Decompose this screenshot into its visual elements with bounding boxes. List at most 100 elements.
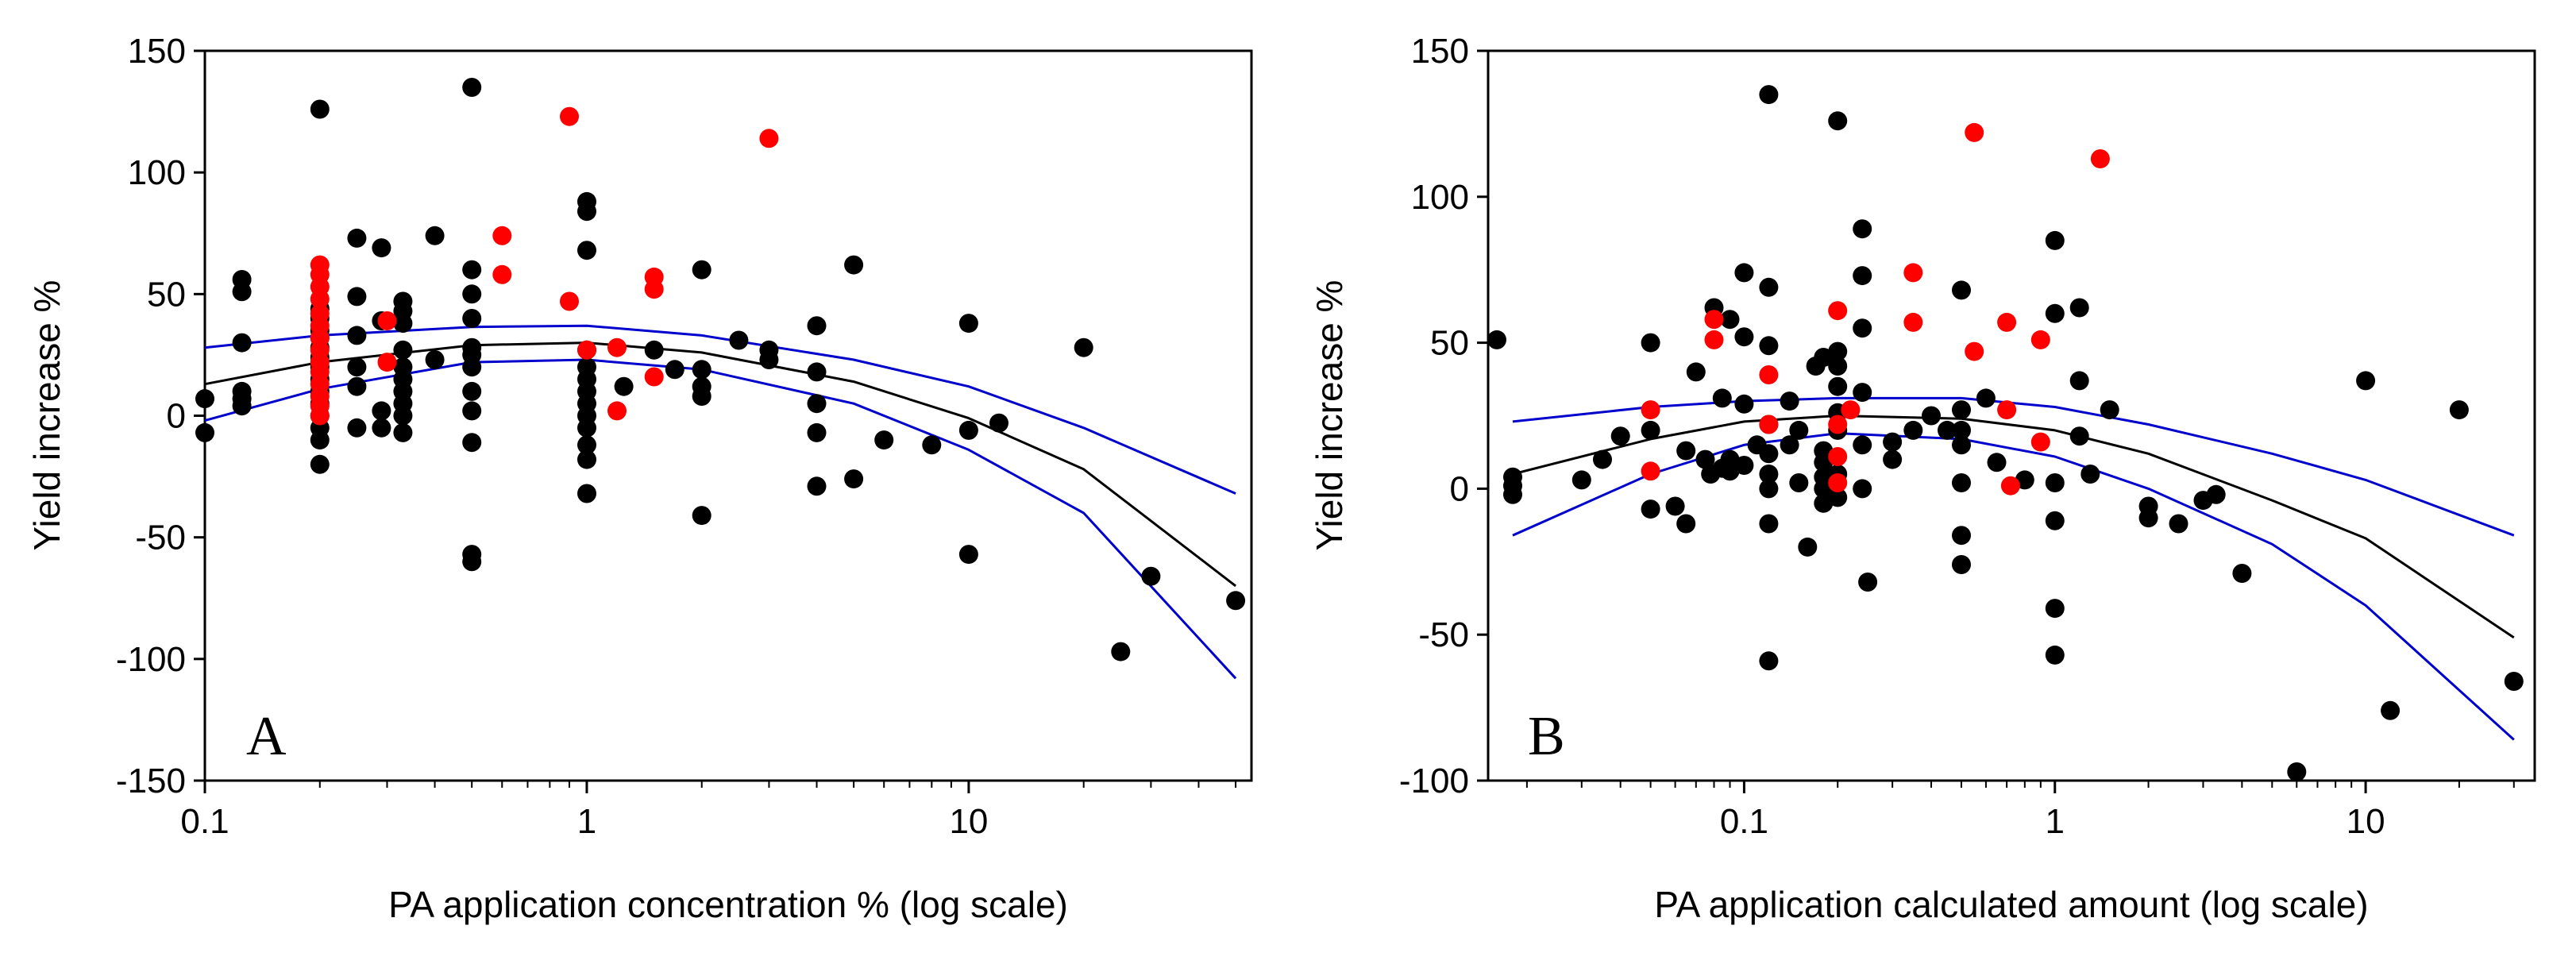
red-data-point bbox=[1903, 312, 1923, 332]
black-data-point bbox=[1828, 488, 1848, 507]
data-points bbox=[1487, 85, 2524, 781]
black-data-point bbox=[807, 362, 827, 382]
black-data-point bbox=[1789, 473, 1809, 492]
black-data-point bbox=[1734, 394, 1754, 414]
black-data-point bbox=[807, 476, 827, 496]
black-data-point bbox=[1938, 420, 1957, 440]
black-data-point bbox=[1858, 573, 1878, 592]
black-data-point bbox=[577, 202, 596, 222]
black-data-point bbox=[1853, 479, 1872, 499]
black-data-point bbox=[232, 282, 252, 302]
black-data-point bbox=[393, 314, 413, 334]
y-tick-label: 0 bbox=[167, 397, 186, 436]
black-data-point bbox=[1798, 537, 1818, 557]
black-data-point bbox=[462, 433, 482, 453]
x-axis-label: PA application calculated amount (log sc… bbox=[1654, 884, 2368, 925]
regression-fit bbox=[1512, 415, 2515, 639]
black-data-point bbox=[1922, 406, 1941, 426]
red-data-point bbox=[1965, 341, 1984, 361]
black-data-point bbox=[372, 401, 391, 421]
black-data-point bbox=[1111, 642, 1131, 661]
black-data-point bbox=[1503, 484, 1522, 504]
black-data-point bbox=[1759, 336, 1779, 356]
axis-ticks: -100 -50 0 50 100 150 0.1 1 10 bbox=[1399, 32, 2515, 841]
black-data-point bbox=[2045, 230, 2065, 250]
black-data-point bbox=[665, 360, 684, 380]
black-data-point bbox=[462, 78, 482, 97]
red-data-point bbox=[1997, 312, 2017, 332]
black-data-point bbox=[372, 418, 391, 438]
black-data-point bbox=[393, 406, 413, 426]
black-data-point bbox=[1641, 420, 1660, 440]
black-data-point bbox=[2232, 564, 2252, 583]
red-data-point bbox=[2090, 149, 2110, 168]
black-data-point bbox=[1828, 357, 1848, 376]
black-data-point bbox=[347, 376, 367, 396]
black-data-point bbox=[1828, 111, 1848, 131]
x-tick-label: 10 bbox=[949, 802, 988, 841]
y-axis-label: Yield increase % bbox=[26, 280, 67, 551]
black-data-point bbox=[2069, 426, 2089, 446]
black-data-point bbox=[1789, 420, 1809, 440]
black-data-point bbox=[1734, 456, 1754, 475]
y-tick-label: -50 bbox=[135, 519, 186, 557]
black-data-point bbox=[577, 484, 596, 503]
black-data-point bbox=[1571, 470, 1591, 490]
black-data-point bbox=[1952, 435, 1971, 455]
black-data-point bbox=[614, 376, 634, 396]
black-data-point bbox=[1734, 263, 1754, 283]
black-data-point bbox=[1759, 479, 1779, 499]
x-tick-label: 1 bbox=[2046, 802, 2065, 841]
black-data-point bbox=[1952, 473, 1971, 492]
black-data-point bbox=[1759, 444, 1779, 464]
black-data-point bbox=[2356, 371, 2376, 391]
black-data-point bbox=[347, 418, 367, 438]
black-data-point bbox=[1686, 362, 1706, 382]
red-data-point bbox=[759, 129, 779, 148]
black-data-point bbox=[1987, 453, 2007, 472]
red-data-point bbox=[607, 401, 627, 421]
black-data-point bbox=[1759, 514, 1779, 534]
red-data-point bbox=[1759, 365, 1779, 384]
black-data-point bbox=[807, 316, 827, 336]
red-data-point bbox=[2000, 476, 2020, 496]
black-data-point bbox=[958, 545, 978, 565]
red-data-point bbox=[644, 280, 664, 299]
black-data-point bbox=[1676, 441, 1696, 461]
red-data-point bbox=[2030, 432, 2050, 452]
black-data-point bbox=[692, 360, 711, 380]
upper-confidence-band bbox=[204, 324, 1236, 495]
black-data-point bbox=[844, 255, 864, 275]
black-data-point bbox=[807, 394, 827, 414]
black-data-point bbox=[1720, 310, 1740, 330]
black-data-point bbox=[1759, 277, 1779, 297]
y-tick-label: 0 bbox=[1450, 469, 1469, 508]
black-data-point bbox=[729, 330, 749, 350]
black-data-point bbox=[1952, 400, 1971, 420]
panel-letter: A bbox=[246, 706, 287, 767]
black-data-point bbox=[2449, 400, 2469, 420]
black-data-point bbox=[2287, 762, 2307, 781]
black-data-point bbox=[1853, 219, 1872, 239]
black-data-point bbox=[2504, 672, 2524, 691]
black-data-point bbox=[310, 430, 330, 450]
black-data-point bbox=[347, 326, 367, 345]
red-data-point bbox=[577, 340, 596, 360]
black-data-point bbox=[232, 396, 252, 416]
black-data-point bbox=[195, 389, 214, 409]
red-data-point bbox=[1828, 447, 1848, 466]
red-data-point bbox=[1759, 415, 1779, 434]
red-data-point bbox=[560, 106, 579, 126]
black-data-point bbox=[577, 241, 596, 260]
y-tick-label: -150 bbox=[116, 762, 186, 800]
black-data-point bbox=[1759, 85, 1779, 105]
red-data-point bbox=[492, 264, 512, 284]
y-tick-label: 50 bbox=[147, 275, 186, 314]
panel-a: -150 -100 -50 0 50 100 150 0.1 1 10 A PA applicat… bbox=[26, 32, 1253, 925]
x-axis-label: PA application concentration % (log scal… bbox=[388, 884, 1068, 925]
black-data-point bbox=[347, 357, 367, 377]
black-data-point bbox=[692, 506, 711, 526]
black-data-point bbox=[347, 287, 367, 307]
black-data-point bbox=[577, 449, 596, 469]
